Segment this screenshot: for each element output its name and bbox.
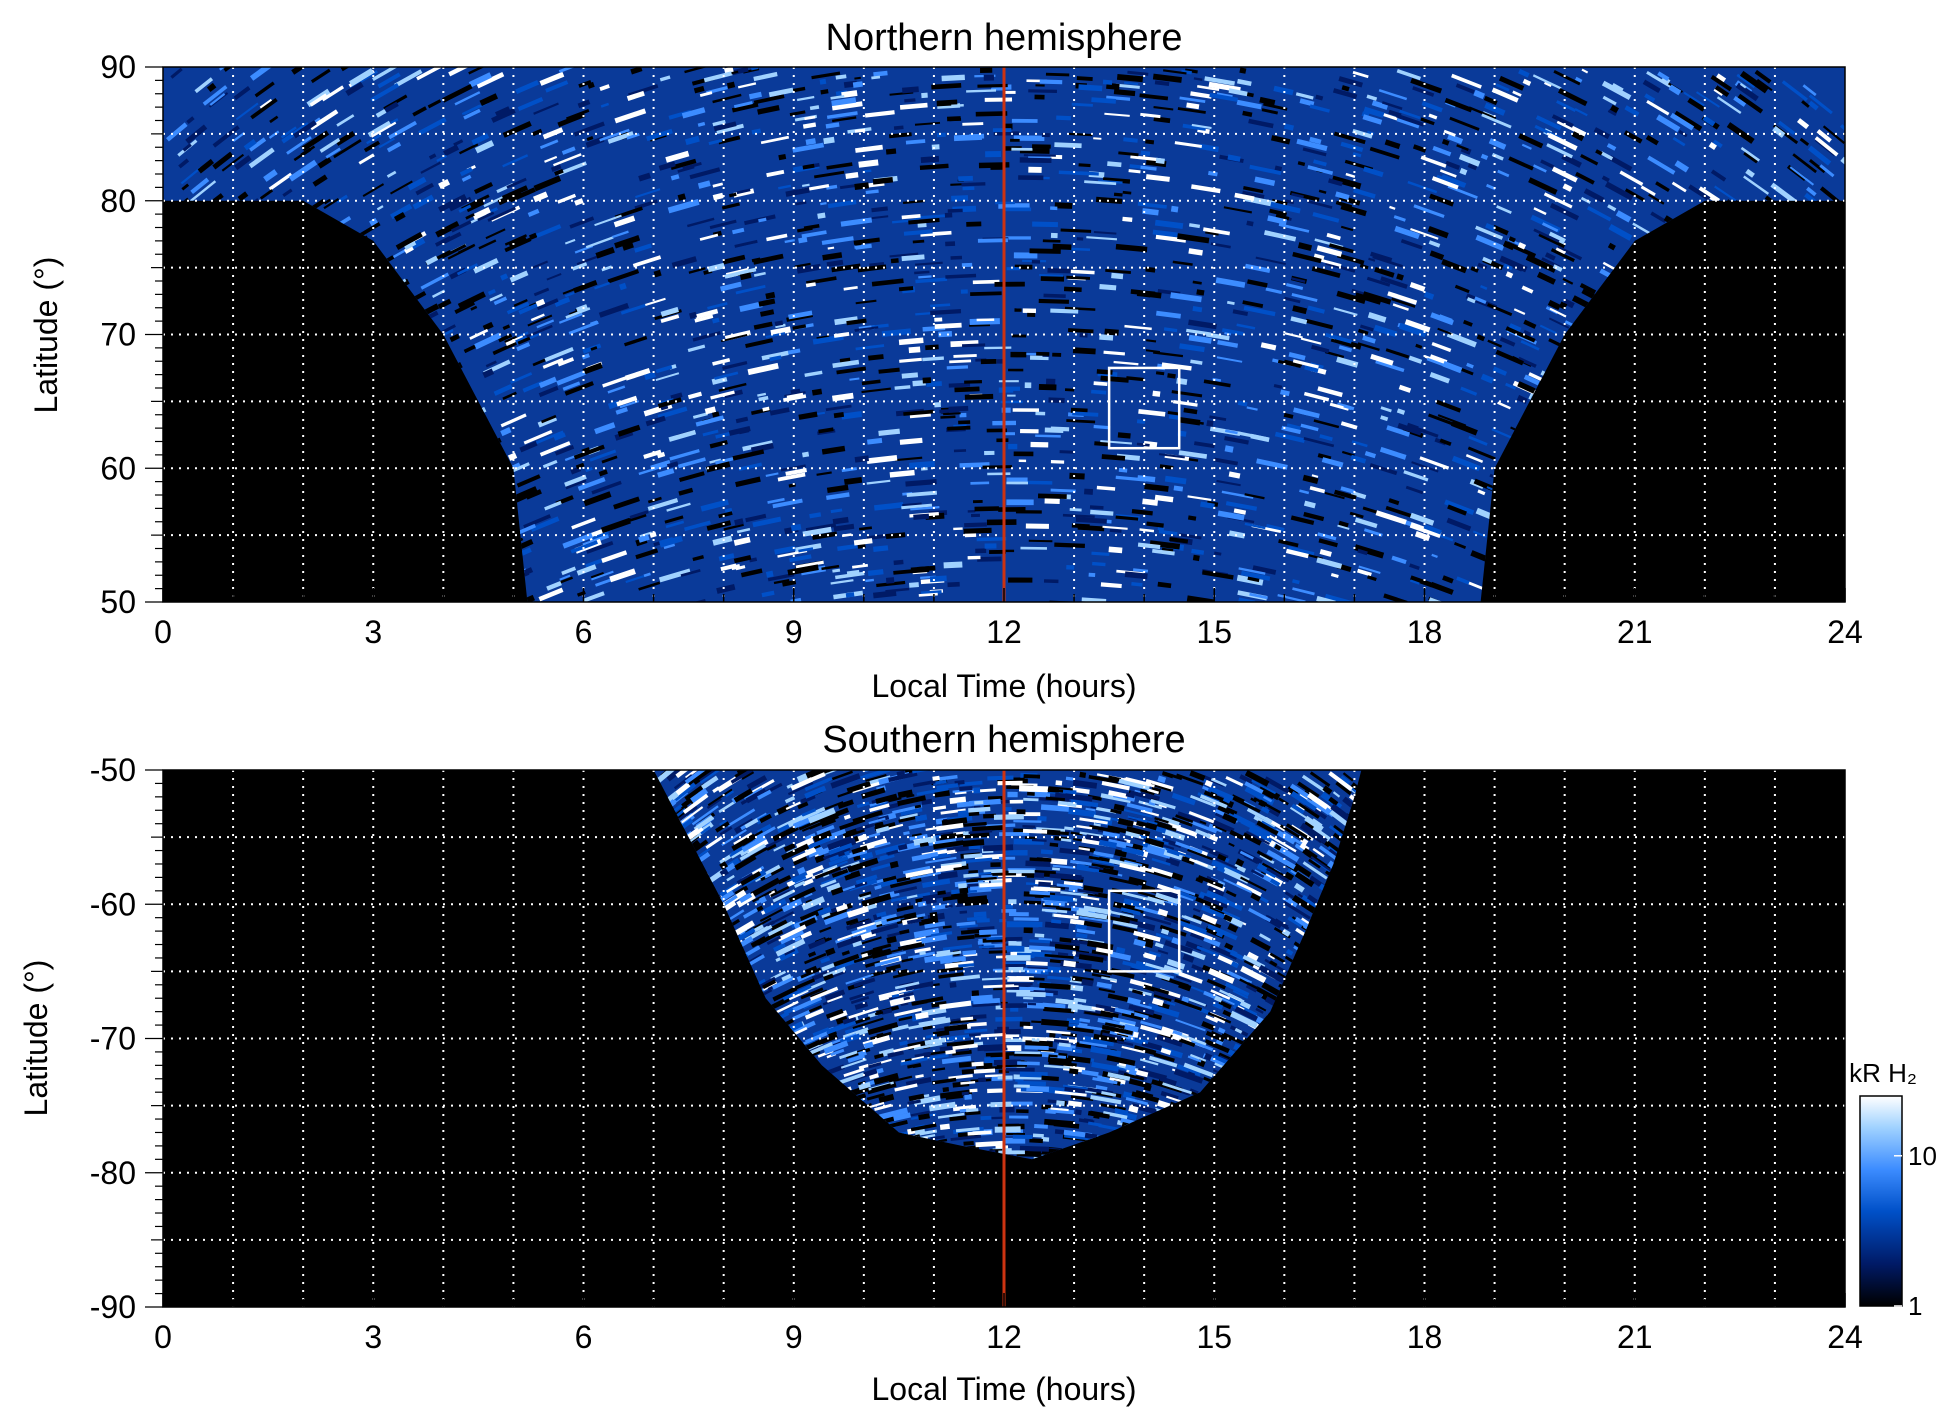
y-tick-label: 90 xyxy=(100,49,136,85)
ticks-north: 0 3 6 9 12 15 18 21 24 50 60 70 80 90 xyxy=(100,49,1862,650)
y-tick-label: -70 xyxy=(90,1021,136,1057)
x-axis-label-south: Local Time (hours) xyxy=(872,1371,1137,1407)
y-tick-label: 50 xyxy=(100,584,136,620)
x-tick-label: 6 xyxy=(575,614,593,650)
x-tick-label: 21 xyxy=(1617,1319,1653,1355)
colorbar-gradient xyxy=(1859,1095,1903,1307)
x-tick-label: 9 xyxy=(785,1319,803,1355)
x-axis-label-north: Local Time (hours) xyxy=(872,668,1137,704)
panel-southern: Southern hemisphere 0 3 6 9 12 15 18 21 24 -50 -60… xyxy=(18,719,1863,1407)
x-tick-label: 6 xyxy=(575,1319,593,1355)
y-tick-label: -60 xyxy=(90,886,136,922)
x-tick-label: 15 xyxy=(1196,614,1232,650)
x-tick-label: 24 xyxy=(1827,1319,1863,1355)
x-tick-label: 3 xyxy=(364,614,382,650)
x-tick-label: 18 xyxy=(1407,1319,1443,1355)
colorbar-tick-label: 10 xyxy=(1908,1141,1937,1171)
x-tick-label: 9 xyxy=(785,614,803,650)
chart-title-south: Southern hemisphere xyxy=(822,719,1185,761)
y-axis-label-north: Latitude (°) xyxy=(28,257,64,414)
chart-title-north: Northern hemisphere xyxy=(826,17,1183,59)
y-tick-label: -90 xyxy=(90,1289,136,1325)
highlight-box-south xyxy=(1107,889,1181,973)
highlight-box-north xyxy=(1107,366,1181,450)
y-axis-label-south: Latitude (°) xyxy=(18,960,54,1117)
x-tick-label: 0 xyxy=(154,1319,172,1355)
x-tick-label: 24 xyxy=(1827,614,1863,650)
colorbar-tick-label: 1 xyxy=(1908,1291,1922,1321)
x-tick-label: 12 xyxy=(986,1319,1022,1355)
colorbar: kR H₂ 1 10 xyxy=(1849,1058,1937,1321)
x-tick-label: 3 xyxy=(364,1319,382,1355)
x-tick-label: 21 xyxy=(1617,614,1653,650)
x-tick-label: 0 xyxy=(154,614,172,650)
ticks-south: 0 3 6 9 12 15 18 21 24 -50 -60 -70 -80 -90 xyxy=(90,752,1863,1355)
colorbar-ticks: 1 10 xyxy=(1894,1141,1937,1321)
y-tick-label: -80 xyxy=(90,1155,136,1191)
colorbar-label: kR H₂ xyxy=(1849,1058,1917,1088)
y-tick-label: 60 xyxy=(100,450,136,486)
x-tick-label: 12 xyxy=(986,614,1022,650)
panel-northern: Northern hemisphere 0 3 6 9 12 15 18 21 24 50 60 70… xyxy=(28,17,1863,704)
y-tick-label: 70 xyxy=(100,317,136,353)
y-tick-label: 80 xyxy=(100,183,136,219)
x-tick-label: 18 xyxy=(1407,614,1443,650)
x-tick-label: 15 xyxy=(1196,1319,1232,1355)
y-tick-label: -50 xyxy=(90,752,136,788)
